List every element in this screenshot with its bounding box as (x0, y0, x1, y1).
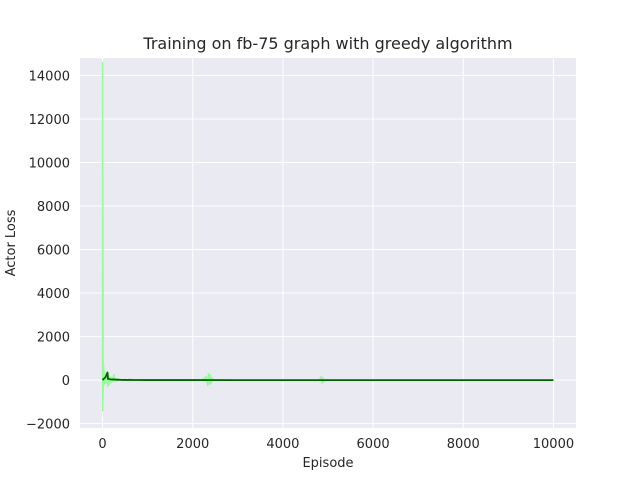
y-tick-label: 12000 (29, 113, 70, 128)
x-tick-label: 4000 (266, 437, 299, 452)
chart-title: Training on fb-75 graph with greedy algo… (142, 34, 512, 53)
y-tick-label: 10000 (29, 156, 70, 171)
y-tick-label: 14000 (29, 69, 70, 84)
x-tick-label: 8000 (447, 437, 480, 452)
x-tick-label: 6000 (357, 437, 390, 452)
x-axis-label: Episode (302, 456, 353, 471)
x-tick-labels: 0 2000 4000 6000 8000 10000 (98, 437, 574, 452)
x-tick-label: 10000 (533, 437, 574, 452)
x-tick-label: 2000 (176, 437, 209, 452)
y-tick-label: 0 (62, 374, 70, 389)
y-tick-labels: −2000 0 2000 4000 6000 8000 10000 12000 14000 (26, 69, 70, 432)
y-tick-label: −2000 (26, 418, 70, 433)
y-tick-label: 6000 (37, 244, 70, 259)
y-tick-label: 2000 (37, 331, 70, 346)
series-line-2 (101, 371, 554, 382)
y-tick-label: 4000 (37, 287, 70, 302)
x-tick-label: 0 (98, 437, 106, 452)
plot-background (80, 58, 576, 428)
series-layer (101, 61, 554, 412)
y-tick-label: 8000 (37, 200, 70, 215)
y-axis-label: Actor Loss (4, 209, 19, 276)
